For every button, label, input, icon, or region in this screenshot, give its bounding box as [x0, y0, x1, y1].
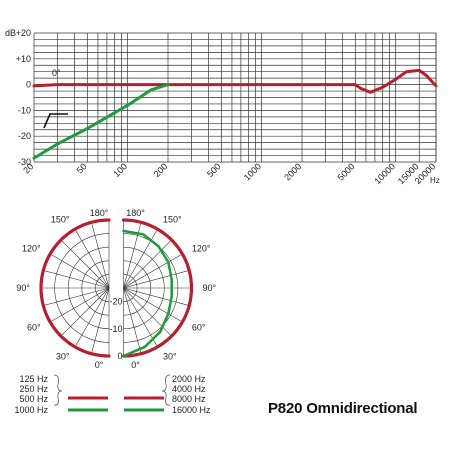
legend-label: 8000 Hz [172, 394, 206, 404]
polar-radial-label: 0 [117, 351, 122, 361]
polar-spoke [74, 287, 110, 348]
polar-series-red-right [121, 218, 194, 358]
fr-xtick-label: 2000 [282, 161, 303, 182]
polar-angle-label: 120° [22, 244, 41, 254]
polar-spoke [60, 287, 110, 337]
polar-angle-label: 150° [163, 215, 182, 225]
polar-spoke [123, 287, 158, 348]
polar-spoke [43, 270, 110, 289]
polar-angle-label: 120° [192, 244, 211, 254]
model-title: P820 Omnidirectional [268, 400, 418, 417]
legend-brace [53, 374, 63, 406]
legend-label: 125 Hz [19, 374, 48, 384]
legend-label: 4000 Hz [172, 384, 206, 394]
polar-angle-label: 30° [56, 351, 70, 361]
polar-spoke [49, 253, 110, 289]
fr-xtick-label: 5000 [336, 161, 357, 182]
polar-angle-label: 0° [131, 360, 140, 370]
polar-angle-label: 30° [163, 351, 177, 361]
fr-annotation: 0° [52, 68, 61, 78]
fr-xtick-label: 500 [205, 161, 223, 179]
polar-angle-label: 150° [51, 215, 70, 225]
polar-series-green-right [122, 229, 173, 358]
legend-label: 1000 Hz [14, 405, 48, 415]
fr-ytick-label: +20 [16, 28, 31, 38]
legend-label: 250 Hz [19, 384, 48, 394]
polar-spoke [123, 228, 158, 289]
polar-angle-label: 90° [16, 283, 30, 293]
fr-series-line-green [32, 83, 170, 160]
polar-angle-label: 60° [192, 323, 206, 333]
polar-spoke [123, 287, 142, 354]
fr-xtick-label: 50 [75, 161, 89, 175]
polar-spoke [60, 239, 110, 289]
polar-spoke [43, 287, 110, 306]
fr-xtick-label: 100 [111, 161, 129, 179]
fr-ytick-label: -30 [18, 157, 31, 167]
polar-series-red-left [39, 218, 111, 358]
polar-angle-label: 180° [90, 208, 109, 218]
fr-lowcut-marker [43, 113, 68, 129]
legend-label: 2000 Hz [172, 374, 206, 384]
legend-brace [161, 374, 171, 406]
polar-spoke [74, 228, 110, 289]
polar-angle-label: 0° [95, 360, 104, 370]
polar-spoke [123, 287, 190, 306]
fr-ytick-label: -10 [18, 105, 31, 115]
fr-ytick-label: -20 [18, 131, 31, 141]
polar-spoke [123, 253, 183, 289]
polar-spoke [123, 287, 172, 337]
polar-angle-label: 60° [27, 323, 41, 333]
fr-xtick-label: 10000 [372, 161, 397, 186]
polar-angle-label: 90° [203, 283, 217, 293]
legend-label: 16000 Hz [172, 405, 211, 415]
fr-xtick-label: 1000 [242, 161, 263, 182]
fr-x-unit: Hz [430, 176, 440, 185]
polar-spoke [91, 222, 110, 289]
polar-pattern-chart: 180° 180° 150° 150° 120° 120° 90° 90° 60° 60° 30° 3… [16, 208, 217, 370]
polar-spoke [49, 287, 110, 323]
polar-spoke [123, 287, 183, 323]
polar-angle-label: 180° [126, 208, 145, 218]
polar-radial-label: -10 [109, 324, 122, 334]
polar-spoke [91, 287, 110, 354]
fr-y-unit: dB [5, 28, 16, 38]
fr-ytick-label: +10 [16, 54, 31, 64]
polar-spoke [123, 239, 172, 289]
polar-spoke [123, 270, 190, 289]
legend-label: 500 Hz [19, 394, 48, 404]
fr-series-line-red [32, 68, 438, 94]
fr-xtick-label: 200 [152, 161, 170, 179]
polar-radial-label: -20 [109, 297, 122, 307]
fr-ytick-label: 0 [26, 80, 31, 90]
